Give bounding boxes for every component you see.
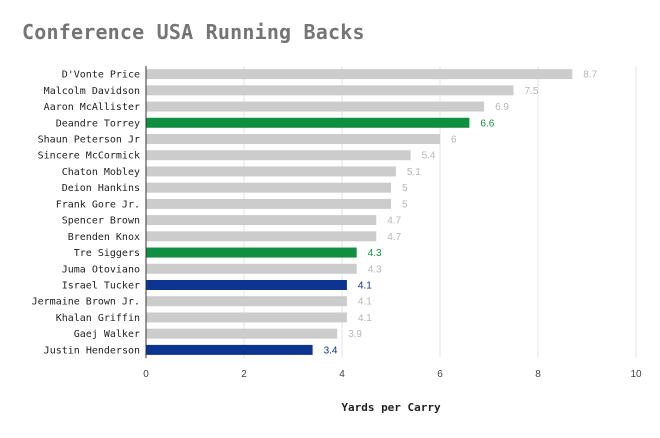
data-label: 4.1	[358, 281, 372, 292]
data-label: 3.9	[348, 329, 362, 340]
category-label: Justin Henderson	[44, 345, 140, 356]
bar	[146, 280, 347, 290]
data-label: 3.4	[324, 345, 338, 356]
data-label: 6.6	[480, 118, 494, 129]
category-label: Aaron McAllister	[44, 102, 140, 113]
bar	[146, 231, 377, 242]
bar	[146, 328, 338, 339]
x-tick-label: 4	[339, 369, 345, 380]
category-label: Frank Gore Jr.	[56, 199, 140, 210]
data-label: 7.5	[525, 86, 539, 97]
bar	[146, 134, 440, 144]
bar	[146, 247, 357, 258]
category-label: Brenden Knox	[68, 232, 140, 243]
data-label: 4.7	[387, 232, 401, 243]
category-label: Malcolm Davidson	[44, 86, 140, 97]
data-label: 5	[402, 183, 408, 194]
data-label: 5.1	[407, 167, 421, 178]
x-axis-title: Yards per Carry	[341, 401, 441, 414]
bar	[146, 69, 573, 80]
data-label: 4.1	[358, 297, 372, 308]
data-label: 5.4	[422, 151, 436, 162]
bar	[146, 215, 377, 226]
bar	[146, 198, 391, 209]
category-label: Sincere McCormick	[38, 151, 140, 162]
category-label: Shaun Peterson Jr	[38, 135, 140, 146]
category-label: Khalan Griffin	[56, 313, 140, 324]
category-label: Israel Tucker	[62, 281, 140, 292]
category-label: Chaton Mobley	[62, 167, 140, 178]
x-tick-label: 8	[535, 369, 541, 380]
category-label: D'Vonte Price	[62, 70, 140, 81]
x-tick-label: 2	[241, 369, 247, 380]
bar	[146, 312, 347, 323]
category-label: Tre Siggers	[74, 248, 140, 259]
bar	[146, 101, 485, 112]
category-label: Juma Otoviano	[62, 264, 140, 275]
data-label: 5	[402, 199, 408, 210]
data-label: 8.7	[583, 70, 597, 81]
bar	[146, 150, 411, 161]
data-label: 4.3	[368, 248, 382, 259]
bar	[146, 296, 347, 307]
data-label: 4.7	[387, 216, 401, 227]
data-label: 4.1	[358, 313, 372, 324]
category-label: Deion Hankins	[62, 183, 140, 194]
data-label: 6	[451, 135, 457, 146]
data-label: 4.3	[368, 264, 382, 275]
bar	[146, 344, 313, 355]
bar	[146, 263, 357, 274]
chart-title: Conference USA Running Backs	[22, 20, 365, 44]
bar	[146, 117, 470, 128]
category-label: Jermaine Brown Jr.	[32, 297, 140, 308]
x-tick-label: 0	[143, 369, 149, 380]
category-label: Deandre Torrey	[56, 118, 140, 129]
category-label: Spencer Brown	[62, 216, 140, 227]
x-tick-label: 6	[437, 369, 443, 380]
bar	[146, 182, 391, 193]
data-label: 6.9	[495, 102, 509, 113]
x-tick-label: 10	[630, 369, 642, 380]
category-label: Gaej Walker	[74, 329, 140, 340]
bar	[146, 166, 396, 177]
bar	[146, 85, 514, 96]
